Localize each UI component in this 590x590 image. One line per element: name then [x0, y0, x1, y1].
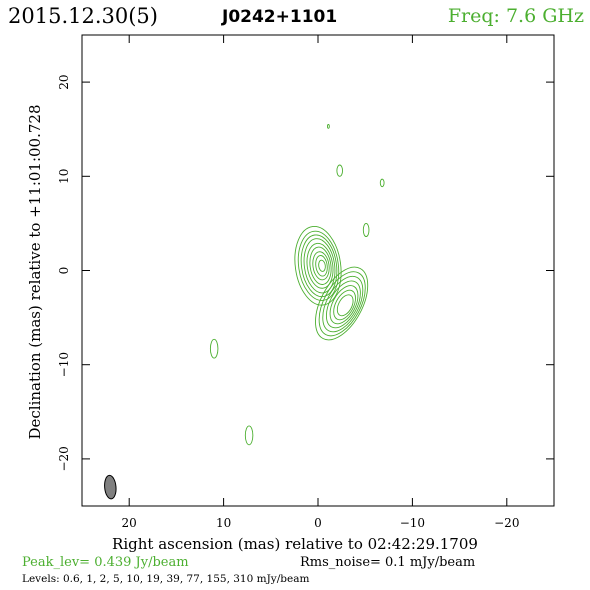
- core-contour: [315, 255, 328, 277]
- beam-ellipse: [104, 474, 117, 500]
- core-contour: [294, 226, 342, 306]
- y-tick-label: 10: [57, 169, 71, 184]
- component-contour: [379, 178, 385, 188]
- jet-contour: [318, 271, 366, 337]
- jet-contour: [333, 289, 356, 321]
- y-tick-label: 0: [57, 267, 71, 275]
- core-contour: [297, 230, 340, 301]
- y-tick-labels: 20 10 0 −10 −20: [57, 74, 71, 471]
- jet-contour: [315, 266, 369, 341]
- core-contour: [303, 238, 336, 294]
- frequency-label: Freq: 7.6 GHz: [448, 5, 584, 27]
- jet-contour: [336, 294, 354, 317]
- beam-group: [104, 474, 117, 500]
- component-contour: [209, 338, 219, 359]
- y-tick-label: 20: [57, 74, 71, 89]
- core-contour: [306, 242, 334, 289]
- y-axis-label: Declination (mas) relative to +11:01:00.…: [26, 104, 44, 439]
- x-tick-label: 20: [122, 516, 137, 530]
- peak-level: Peak_lev= 0.439 Jy/beam: [22, 555, 189, 570]
- component-contour: [326, 124, 330, 129]
- y-tick-label: −20: [57, 446, 71, 471]
- jet-contour: [329, 285, 359, 325]
- x-tick-labels: 20 10 0 −10 −20: [122, 516, 520, 530]
- jet-contour: [325, 280, 361, 329]
- x-tick-label: −10: [400, 516, 425, 530]
- core-contour: [309, 246, 332, 285]
- component-contour: [244, 425, 254, 446]
- jet-contour: [322, 275, 364, 333]
- x-tick-label: 10: [216, 516, 231, 530]
- plot-frame: [81, 34, 555, 507]
- core-contour: [318, 259, 326, 272]
- source-name: J0242+1101: [221, 7, 337, 27]
- observation-date: 2015.12.30(5): [8, 4, 158, 28]
- contour-levels: Levels: 0.6, 1, 2, 5, 10, 19, 39, 77, 15…: [22, 573, 309, 585]
- x-tick-label: −20: [494, 516, 519, 530]
- contour-lines: [209, 124, 385, 446]
- axis-ticks: [82, 35, 554, 506]
- component-contour: [336, 164, 343, 177]
- x-tick-label: 0: [314, 516, 322, 530]
- x-axis-label: Right ascension (mas) relative to 02:42:…: [112, 535, 478, 553]
- core-contour: [312, 251, 330, 281]
- core-contour: [300, 234, 338, 298]
- y-tick-label: −10: [57, 352, 71, 377]
- rms-noise: Rms_noise= 0.1 mJy/beam: [300, 555, 475, 570]
- component-contour: [362, 222, 370, 238]
